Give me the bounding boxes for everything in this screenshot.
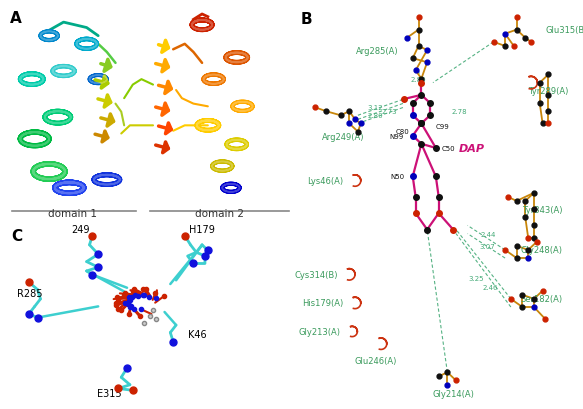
Text: Glu246(A): Glu246(A) bbox=[354, 356, 396, 365]
Text: Glu315(B): Glu315(B) bbox=[546, 26, 583, 35]
Text: DAP: DAP bbox=[459, 144, 485, 153]
Text: B: B bbox=[300, 12, 312, 27]
Text: 249: 249 bbox=[72, 224, 90, 234]
Text: 2.44: 2.44 bbox=[480, 231, 496, 237]
Text: C99: C99 bbox=[436, 124, 449, 130]
Text: K46: K46 bbox=[188, 330, 206, 339]
Text: 2.73: 2.73 bbox=[382, 109, 398, 115]
Text: His179(A): His179(A) bbox=[302, 299, 343, 308]
Text: 2.80: 2.80 bbox=[410, 76, 426, 82]
Text: Cys314(B): Cys314(B) bbox=[294, 270, 338, 279]
Text: N50: N50 bbox=[390, 174, 404, 180]
Text: Lys46(A): Lys46(A) bbox=[307, 177, 343, 186]
Text: Tyr289(A): Tyr289(A) bbox=[528, 87, 568, 96]
Text: N99: N99 bbox=[390, 133, 404, 139]
Text: Gly248(A): Gly248(A) bbox=[521, 246, 563, 255]
Text: 3.07: 3.07 bbox=[480, 243, 496, 249]
Text: A: A bbox=[10, 11, 22, 26]
Text: domain 1: domain 1 bbox=[48, 209, 97, 219]
Text: 3.25: 3.25 bbox=[469, 276, 484, 282]
Text: Arg285(A): Arg285(A) bbox=[356, 46, 398, 55]
Text: domain 2: domain 2 bbox=[195, 209, 244, 219]
Text: R285: R285 bbox=[17, 289, 43, 299]
Text: E315: E315 bbox=[97, 389, 122, 398]
Text: C80: C80 bbox=[396, 128, 410, 134]
Text: C: C bbox=[12, 229, 23, 243]
Text: C50: C50 bbox=[441, 146, 455, 152]
Text: Gly213(A): Gly213(A) bbox=[298, 327, 340, 336]
Text: 3.12: 3.12 bbox=[367, 105, 383, 111]
Text: Arg249(A): Arg249(A) bbox=[322, 132, 365, 141]
Text: H179: H179 bbox=[189, 224, 215, 234]
Text: 2.78: 2.78 bbox=[451, 109, 467, 115]
Text: 2.80: 2.80 bbox=[367, 113, 383, 119]
Text: Ser182(A): Ser182(A) bbox=[521, 294, 563, 303]
Text: Tyr343(A): Tyr343(A) bbox=[522, 205, 563, 214]
Text: Gly214(A): Gly214(A) bbox=[432, 389, 474, 398]
Text: 2.46: 2.46 bbox=[483, 284, 498, 290]
